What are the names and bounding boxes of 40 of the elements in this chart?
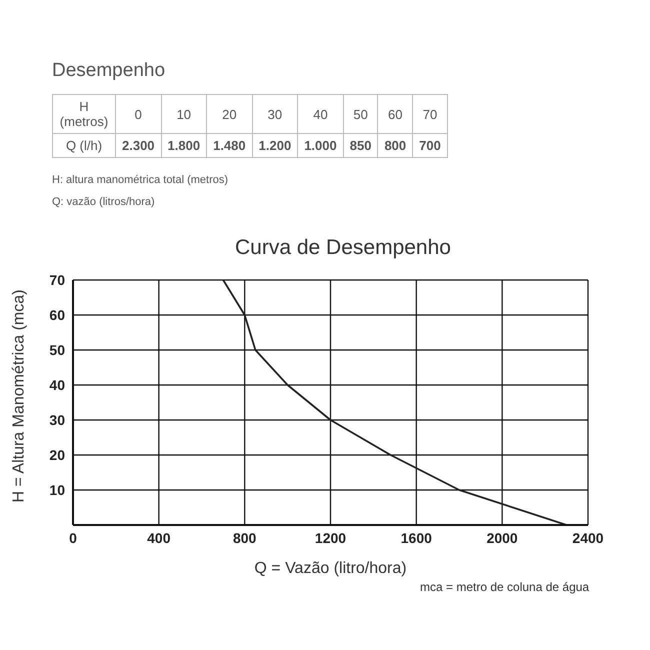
text: 1.800 bbox=[161, 134, 207, 158]
text: 40 bbox=[298, 94, 344, 134]
y-axis-title: H = Altura Manométrica (mca) bbox=[10, 290, 28, 502]
x-tick-label: 800 bbox=[232, 530, 257, 546]
y-tick-label: 50 bbox=[49, 342, 66, 358]
chart-subtitle: Desempenho bbox=[52, 60, 166, 82]
y-tick-label: 70 bbox=[49, 272, 66, 288]
y-tick-label: 20 bbox=[49, 446, 66, 463]
text: 50 bbox=[343, 94, 378, 134]
x-axis-title: Q = Vazão (litro/hora) bbox=[254, 560, 407, 577]
text: 850 bbox=[343, 134, 378, 158]
text: 0 bbox=[116, 94, 162, 134]
x-tick-label: 1600 bbox=[400, 530, 432, 546]
text: H (metros) bbox=[52, 94, 116, 134]
x-tick-label: 2000 bbox=[486, 530, 518, 546]
text: 20 bbox=[206, 94, 252, 134]
x-tick-label: 0 bbox=[69, 530, 78, 546]
y-tick-label: 10 bbox=[49, 482, 66, 498]
chart-title: Curva de Desempenho bbox=[234, 236, 452, 260]
text: 30 bbox=[252, 94, 298, 134]
x-tick-label: 400 bbox=[147, 530, 171, 546]
text: 1.200 bbox=[252, 134, 298, 158]
text: 2.300 bbox=[116, 134, 162, 158]
text: mca = metro de coluna de água bbox=[420, 580, 590, 594]
text: 10 bbox=[161, 94, 207, 134]
line-series bbox=[222, 280, 568, 525]
text: 700 bbox=[412, 134, 448, 158]
text: Q (l/h) bbox=[52, 134, 116, 158]
x-tick-label: 2400 bbox=[572, 530, 604, 546]
text: 70 bbox=[412, 94, 448, 134]
text: Q: vazão (litros/hora) bbox=[52, 196, 156, 208]
y-tick-label: 30 bbox=[49, 412, 66, 428]
y-tick-label: 40 bbox=[49, 376, 66, 393]
text: 1.000 bbox=[298, 134, 344, 158]
y-tick-label: 60 bbox=[49, 306, 66, 323]
text: 60 bbox=[378, 94, 413, 134]
x-tick-label: 1200 bbox=[314, 530, 346, 546]
text: 1.480 bbox=[206, 134, 252, 158]
text: 800 bbox=[378, 134, 413, 158]
text: H: altura manométrica total (metros) bbox=[52, 174, 230, 186]
